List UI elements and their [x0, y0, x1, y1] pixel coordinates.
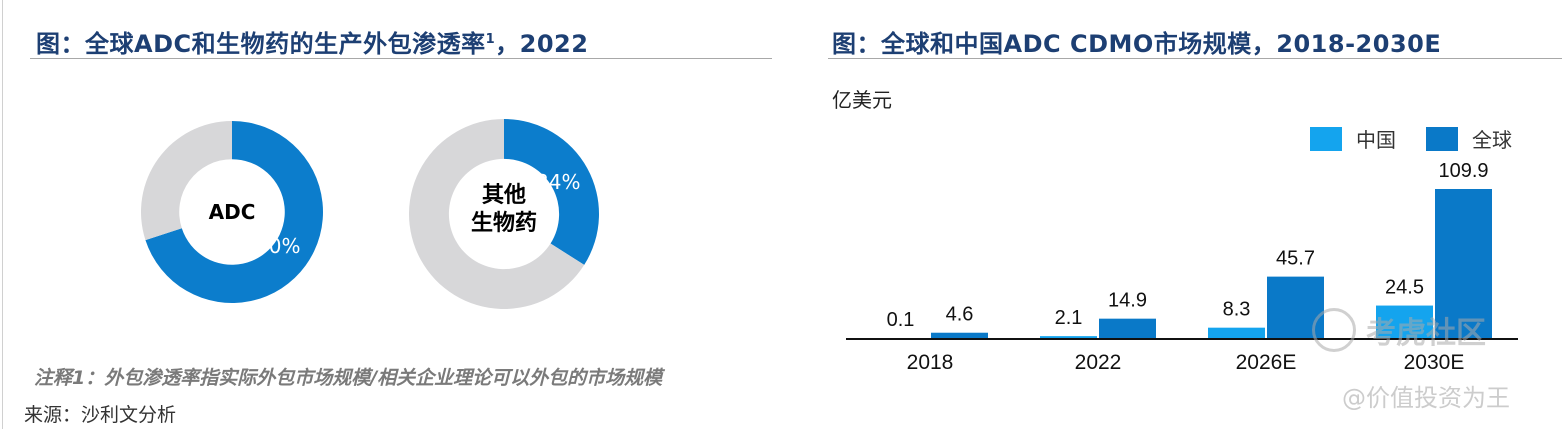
donut-value-label-adc: 70% [256, 234, 301, 258]
bar-chart: 0.1 4.6 2018 2.1 14.9 2022 8.3 45.7 2026E 24.5 109… [846, 160, 1518, 374]
donut-center-label-line-1: 其他 [481, 183, 526, 208]
left-border-line [2, 0, 3, 429]
right-title-rule [828, 58, 1562, 59]
watermark-handle: @价值投资为王 [1342, 384, 1510, 412]
bar-china-2026E [1208, 327, 1265, 339]
bar-china-2030E [1376, 305, 1433, 339]
donut-slice-remainder [409, 119, 585, 309]
source-line: 来源：沙利文分析 [24, 404, 177, 426]
data-label-global-2022: 14.9 [1108, 290, 1147, 312]
donut-chart-adc [141, 121, 323, 303]
bar-global-2022 [1099, 318, 1156, 339]
x-tick-label-2022: 2022 [1075, 351, 1122, 374]
watermark-brand: 考虎社区 [1312, 308, 1486, 352]
legend-label-china: 中国 [1356, 128, 1396, 152]
x-tick-label-2026E: 2026E [1236, 351, 1297, 374]
donut-center-label-other: 其他 生物药 [434, 182, 574, 238]
watermark-brand-text: 考虎社区 [1366, 316, 1486, 351]
bar-global-2030E [1435, 189, 1492, 339]
left-title-footnote-mark: 1 [485, 32, 496, 47]
donut-center-label-line: ADC [208, 200, 256, 224]
donut-value-label-other: 34% [536, 170, 581, 194]
legend-swatch-china [1310, 126, 1342, 151]
donut-slice-outsourced [145, 121, 323, 303]
left-chart-title: 图：全球ADC和生物药的生产外包渗透率1，2022 [36, 24, 588, 59]
data-label-china-2022: 2.1 [1055, 307, 1083, 329]
donut-center-label-adc: ADC [160, 198, 304, 226]
legend-label-global: 全球 [1472, 128, 1512, 152]
donut-slice-outsourced [504, 119, 599, 265]
unit-label: 亿美元 [832, 88, 892, 112]
data-label-china-2018: 0.1 [887, 309, 915, 331]
data-label-global-2018: 4.6 [946, 304, 974, 326]
data-label-global-2030E: 109.9 [1438, 160, 1488, 182]
left-title-year: ，2022 [495, 30, 589, 58]
data-label-china-2030E: 24.5 [1385, 277, 1424, 299]
x-tick-label-2018: 2018 [907, 351, 954, 374]
legend: 中国 全球 [1310, 124, 1542, 153]
bar-global-2018 [931, 332, 988, 339]
x-tick-label-2030E: 2030E [1404, 351, 1465, 374]
left-title-text: 图：全球ADC和生物药的生产外包渗透率 [36, 30, 486, 58]
right-chart-title: 图：全球和中国ADC CDMO市场规模，2018-2030E [832, 30, 1442, 58]
data-label-global-2026E: 45.7 [1276, 248, 1315, 270]
left-title-rule [30, 58, 772, 59]
donut-center-label-line-2: 生物药 [470, 211, 537, 236]
footnote: 注释1：外包渗透率指实际外包市场规模/相关企业理论可以外包的市场规模 [34, 367, 663, 389]
data-label-china-2026E: 8.3 [1223, 299, 1251, 321]
legend-swatch-global [1426, 126, 1458, 151]
donut-chart-other-biologics [409, 119, 599, 309]
bar-china-2022 [1040, 336, 1097, 339]
watermark-logo-icon [1312, 308, 1356, 352]
donut-slice-remainder [141, 121, 232, 241]
